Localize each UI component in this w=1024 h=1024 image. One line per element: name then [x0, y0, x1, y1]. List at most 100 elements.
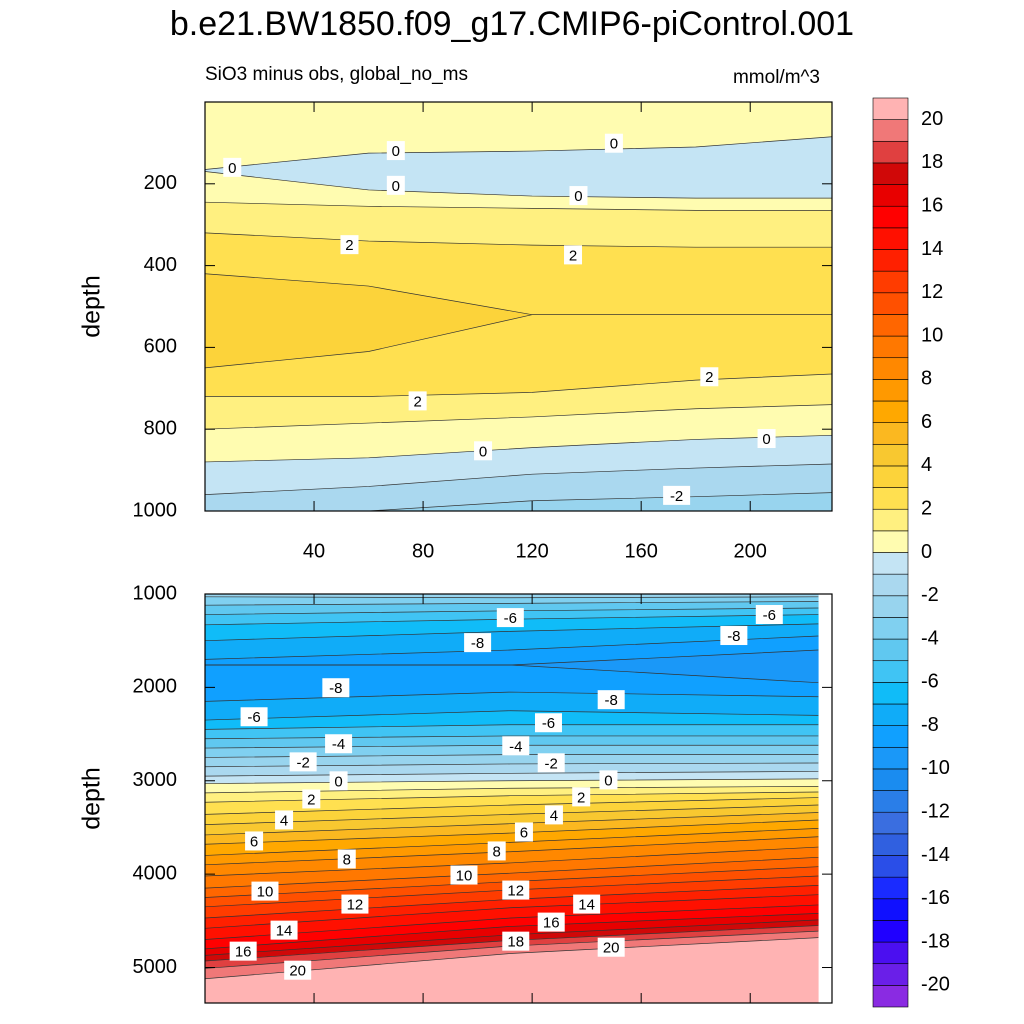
contour-label: 10 — [456, 868, 473, 885]
contour-label: -2 — [545, 755, 558, 772]
contour-label: 16 — [543, 915, 560, 932]
colorbar-label: -18 — [921, 930, 950, 952]
contour-label: 12 — [347, 897, 364, 914]
contour-line — [205, 596, 819, 599]
subtitle: SiO3 minus obs, global_no_ms — [205, 64, 468, 85]
contour-line — [205, 894, 819, 929]
contour-label: 2 — [705, 369, 713, 386]
y-tick-label: 400 — [144, 254, 177, 276]
contour-label: 14 — [276, 923, 293, 940]
contour-label: 0 — [479, 443, 487, 460]
colorbar-box — [872, 270, 909, 294]
colorbar-box — [872, 985, 909, 1008]
y-axis-label: depth — [78, 767, 106, 830]
colorbar-label: -2 — [921, 584, 939, 606]
colorbar-box — [872, 400, 909, 423]
contour-label-bg — [755, 605, 783, 625]
colorbar-label: 0 — [921, 541, 932, 563]
colorbar-box — [872, 314, 909, 337]
colorbar-label: 4 — [921, 454, 932, 476]
contour-label: 14 — [578, 897, 595, 914]
y-tick-label: 1000 — [133, 499, 178, 521]
contour-label: -8 — [727, 628, 740, 645]
contour-label-bg — [496, 608, 524, 628]
colorbar-box — [872, 638, 909, 662]
contour-label-bg — [386, 141, 405, 161]
plot-area — [205, 594, 819, 1003]
contour-label: 20 — [603, 940, 620, 957]
y-tick-label: 600 — [144, 336, 177, 358]
y-tick-label: 1000 — [133, 582, 178, 604]
colorbar-label: 8 — [921, 368, 932, 390]
contour-line — [205, 623, 819, 642]
x-tick-label: 200 — [734, 540, 767, 562]
colorbar-box — [872, 595, 909, 618]
contour-label-bg — [450, 865, 478, 885]
contour-label-bg — [502, 736, 530, 756]
contour-label-bg — [322, 678, 350, 698]
contour-label: 0 — [604, 772, 612, 789]
colorbar-box — [872, 790, 909, 813]
contour-label-bg — [223, 157, 242, 177]
contour-label: -8 — [471, 635, 484, 652]
contour-label-bg — [604, 133, 623, 153]
contour-label: 10 — [257, 884, 274, 901]
contour-label: 0 — [392, 143, 400, 160]
colorbar-box — [872, 855, 909, 878]
colorbar-box — [872, 833, 909, 856]
colorbar-label: -4 — [921, 627, 939, 649]
colorbar-box — [872, 876, 909, 900]
contour-label: -6 — [763, 607, 776, 624]
contour-label: 20 — [289, 963, 306, 980]
contour-label-bg — [340, 235, 359, 255]
y-tick-label: 200 — [144, 172, 177, 194]
contour-line — [205, 463, 832, 495]
colorbar-box — [872, 682, 909, 705]
contour-label-bg — [474, 441, 493, 461]
colorbar-label: 10 — [921, 324, 943, 346]
x-tick-label: 40 — [303, 540, 325, 562]
colorbar-label: -8 — [921, 714, 939, 736]
contour-label: -8 — [605, 692, 618, 709]
contour-line — [205, 314, 832, 369]
colorbar-box — [872, 811, 909, 835]
contour-label-bg — [270, 920, 298, 940]
contour-label: 2 — [577, 789, 585, 806]
contour-line — [205, 904, 819, 940]
contour-label: -6 — [247, 709, 260, 726]
colorbar-box — [872, 941, 909, 965]
contour-label: -2 — [670, 488, 683, 505]
contour-label-bg — [537, 912, 565, 932]
contour-label-bg — [341, 894, 369, 914]
contour-label-bg — [537, 753, 565, 773]
colorbar-box — [872, 487, 909, 510]
colorbar-box — [872, 530, 909, 553]
contour-label: 0 — [610, 136, 618, 153]
colorbar-label: 12 — [921, 281, 943, 303]
y-tick-label: 3000 — [133, 769, 178, 791]
contour-label-bg — [514, 822, 533, 842]
contour-label: 8 — [493, 843, 501, 860]
colorbar-box — [872, 746, 909, 770]
colorbar-label: 14 — [921, 238, 943, 260]
colorbar-label: -10 — [921, 757, 950, 779]
contour-label: 0 — [762, 431, 770, 448]
contour-line — [205, 724, 819, 730]
units: mmol/m^3 — [733, 67, 820, 88]
contour-label: -6 — [504, 610, 517, 627]
plot-frame — [204, 593, 833, 1004]
contour-label-bg — [599, 770, 618, 790]
contour-line — [205, 404, 832, 430]
colorbar-box — [872, 443, 909, 467]
contour-label: 4 — [280, 812, 288, 829]
contour-line — [205, 710, 819, 721]
y-tick-label: 4000 — [133, 862, 178, 884]
contour-label-bg — [487, 841, 506, 861]
contour-label-bg — [502, 880, 530, 900]
colorbar-box — [872, 379, 909, 402]
contour-line — [205, 797, 819, 815]
colorbar-box — [872, 97, 909, 120]
contour-label: -4 — [509, 738, 522, 755]
x-tick-label: 120 — [515, 540, 548, 562]
contour-label-bg — [275, 810, 294, 830]
